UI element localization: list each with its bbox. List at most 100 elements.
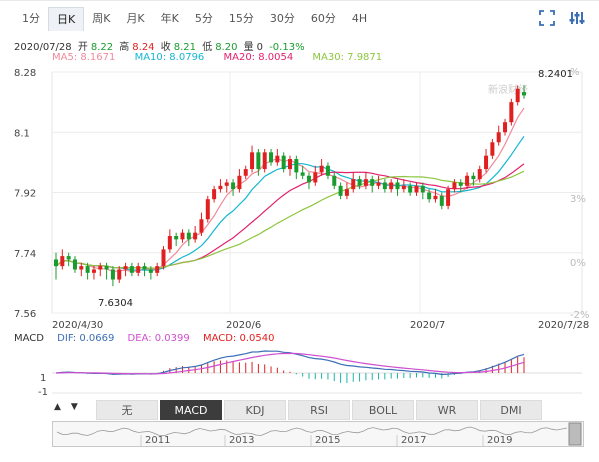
- candle-body: [281, 155, 286, 170]
- x-tick-label: 2020/6: [226, 320, 261, 330]
- candle-body: [357, 179, 362, 186]
- indicator-tabs: 无 MACD KDJ RSI BOLL WR DMI: [96, 400, 542, 420]
- ma30-label: MA30: 7.9871: [312, 52, 383, 63]
- watermark: 新浪财经: [488, 83, 528, 96]
- y-tick-label: 8.28: [14, 68, 36, 79]
- tab-8[interactable]: 60分: [310, 12, 336, 25]
- candle-body: [294, 159, 299, 173]
- candle-body: [79, 266, 84, 270]
- fullscreen-icon[interactable]: [539, 10, 555, 26]
- dea-label: DEA: 0.0399: [127, 333, 190, 344]
- candle-body: [129, 266, 134, 273]
- candle-body: [224, 182, 229, 186]
- ma10-line: [55, 135, 525, 271]
- candle-body: [471, 175, 476, 180]
- candle-body: [218, 185, 223, 190]
- dif-label: DIF: 0.0669: [57, 333, 115, 344]
- indicator-tab-5[interactable]: WR: [416, 400, 478, 420]
- tab-1[interactable]: 日K: [48, 7, 85, 31]
- candle-body: [167, 236, 172, 250]
- x-tick-label: 2020/7/28: [538, 320, 589, 330]
- candle-body: [446, 189, 451, 206]
- quote-date: 2020/07/28: [14, 42, 72, 53]
- tab-7[interactable]: 30分: [269, 12, 295, 25]
- dif-line: [55, 350, 525, 376]
- macd-legend: MACD DIF: 0.0669 DEA: 0.0399 MACD: 0.054…: [14, 333, 284, 344]
- tab-6[interactable]: 15分: [228, 12, 254, 25]
- y-tick-label: 7.92: [14, 189, 36, 200]
- scroll-up-button[interactable]: ▲: [54, 402, 61, 412]
- candle-body: [136, 266, 141, 273]
- ma5-label: MA5: 8.1671: [52, 52, 116, 63]
- plot-frame: [51, 71, 583, 314]
- ma20-label: MA20: 8.0054: [223, 52, 294, 63]
- scroll-down-button[interactable]: ▼: [70, 402, 78, 412]
- tab-3[interactable]: 月K: [126, 12, 145, 25]
- ma10-label: MA10: 8.0796: [134, 52, 205, 63]
- candle-body: [433, 195, 438, 200]
- y-tick-label: 7.56: [14, 309, 36, 320]
- scroll-buttons: ▲ ▼: [54, 402, 78, 412]
- candle-body: [250, 152, 255, 170]
- candle-body: [174, 236, 179, 240]
- quote-volume: 0: [256, 42, 264, 53]
- candle-body: [496, 132, 501, 143]
- candle-body: [414, 185, 419, 193]
- ma20-line: [55, 163, 525, 269]
- x-tick-label: 2020/4/30: [52, 320, 103, 330]
- candle-body: [319, 165, 324, 173]
- candle-body: [91, 269, 96, 273]
- quote-open: 8.22: [90, 42, 114, 53]
- candle-body: [269, 152, 274, 163]
- tab-2[interactable]: 周K: [92, 12, 111, 25]
- navigator-sparkline: [56, 426, 568, 437]
- candle-body: [376, 182, 381, 186]
- candle-body: [370, 179, 375, 186]
- tab-9[interactable]: 4H: [351, 12, 368, 25]
- candle-body: [186, 232, 191, 240]
- quote-change: -0.13%: [269, 42, 305, 53]
- candle-body: [199, 219, 204, 233]
- range-navigator[interactable]: 2011 2013 2015 2017 2019: [52, 421, 584, 447]
- candle-body: [117, 269, 122, 280]
- candle-body: [382, 182, 387, 190]
- candle-body: [85, 266, 90, 273]
- candle-body: [155, 266, 160, 273]
- y-pct-label: 3%: [570, 194, 586, 205]
- candle-body: [180, 232, 185, 240]
- candle-body: [306, 175, 311, 183]
- indicator-tab-6[interactable]: DMI: [480, 400, 542, 420]
- candle-body: [401, 185, 406, 190]
- macd-value-label: MACD: 0.0540: [202, 333, 275, 344]
- tab-5[interactable]: 5分: [194, 12, 213, 25]
- ma5-line: [55, 107, 525, 273]
- candle-body: [275, 155, 280, 163]
- indicator-tab-4[interactable]: BOLL: [352, 400, 414, 420]
- indicator-tab-3[interactable]: RSI: [288, 400, 350, 420]
- navigator-handle[interactable]: [568, 422, 582, 446]
- candle-body: [231, 182, 236, 190]
- candle-body: [148, 269, 153, 273]
- period-tabs: 1分 日K 周K 月K 年K 5分 15分 30分 60分 4H: [14, 6, 375, 32]
- toolbar-icons: [539, 10, 585, 26]
- candle-body: [110, 269, 115, 280]
- macd-chart: 1-1: [38, 350, 582, 398]
- x-tick-label: 2020/7: [410, 320, 445, 330]
- tab-0[interactable]: 1分: [22, 12, 40, 25]
- candle-body: [439, 195, 444, 206]
- ma30-line: [55, 170, 525, 269]
- quote-volume-label: 量: [243, 42, 254, 53]
- y-pct-label: -2%: [570, 310, 589, 321]
- settings-icon[interactable]: [569, 10, 585, 26]
- tab-4[interactable]: 年K: [160, 12, 179, 25]
- indicator-tab-0[interactable]: 无: [96, 400, 158, 420]
- indicator-tab-1[interactable]: MACD: [160, 400, 222, 420]
- candle-body: [490, 142, 495, 156]
- candle-body: [205, 199, 210, 220]
- candle-body: [256, 152, 261, 170]
- candle-body: [484, 155, 489, 170]
- candle-body: [363, 179, 368, 186]
- quote-low: 8.20: [215, 42, 238, 53]
- candle-body: [338, 185, 343, 196]
- indicator-tab-2[interactable]: KDJ: [224, 400, 286, 420]
